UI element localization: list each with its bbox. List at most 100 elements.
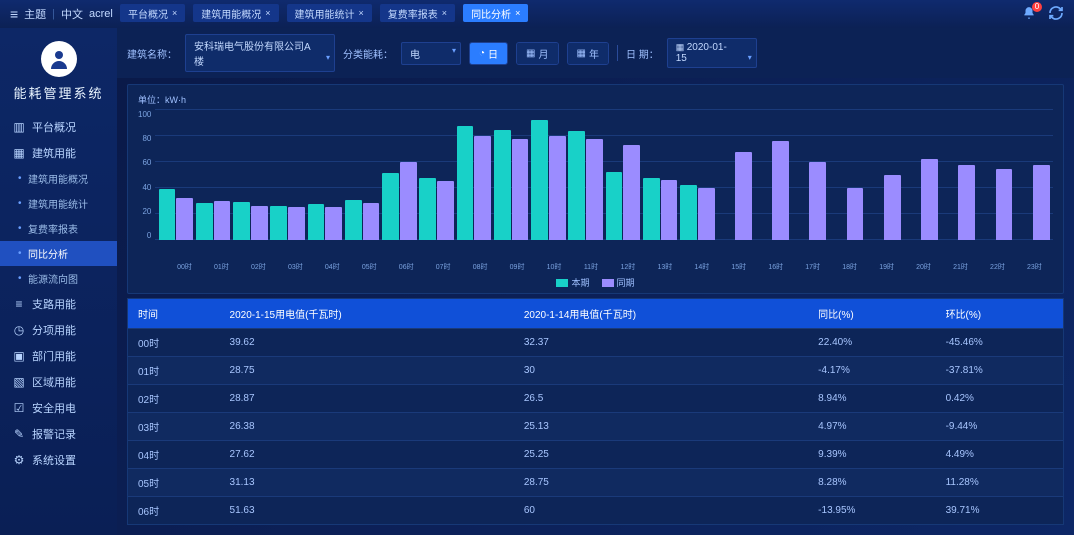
sidebar-item-5[interactable]: 同比分析 [0,241,117,266]
nav-icon: ≡ [12,297,26,311]
bar-group[interactable] [381,110,418,240]
th-col_compare[interactable]: 2020-1-14用电值(千瓦时) [514,299,808,329]
nav-icon: ⚙ [12,453,26,467]
bar-group[interactable] [344,110,381,240]
tab-close-icon[interactable]: × [265,8,270,18]
th-col_current[interactable]: 2020-1-15用电值(千瓦时) [220,299,514,329]
period-year-button[interactable]: ▦年 [568,43,608,64]
bar-group[interactable] [902,110,939,240]
th-time[interactable]: 时间 [128,299,220,329]
bar-group[interactable] [716,110,753,240]
sidebar-item-11[interactable]: ☑安全用电 [0,395,117,421]
tab-close-icon[interactable]: × [359,8,364,18]
sidebar-item-4[interactable]: 复费率报表 [0,216,117,241]
sidebar-item-7[interactable]: ≡支路用能 [0,291,117,317]
nav-icon: ▣ [12,349,26,363]
sidebar-item-9[interactable]: ▣部门用能 [0,343,117,369]
bar-group[interactable] [604,110,641,240]
period-month-button[interactable]: ▦月 [517,43,557,64]
bar-group[interactable] [641,110,678,240]
nav: ▥平台概况▦建筑用能建筑用能概况建筑用能统计复费率报表同比分析能源流向图≡支路用… [0,114,117,473]
sidebar-item-8[interactable]: ◷分项用能 [0,317,117,343]
date-picker[interactable]: ▦ 2020-01-15 [667,38,757,68]
bar-group[interactable] [865,110,902,240]
bar-group[interactable] [939,110,976,240]
tabs: 平台概况× 建筑用能概况× 建筑用能统计× 复费率报表× 同比分析× [120,4,532,22]
avatar-icon [41,41,77,77]
lang-label[interactable]: 中文 [61,6,83,22]
y-axis: 100806040200 [138,110,155,240]
sidebar-item-10[interactable]: ▧区域用能 [0,369,117,395]
bar-group[interactable] [1014,110,1051,240]
tab-0[interactable]: 平台概况× [120,4,185,22]
bar-group[interactable] [195,110,232,240]
bar-group[interactable] [828,110,865,240]
th-yoy[interactable]: 同比(%) [808,299,935,329]
sidebar-item-3[interactable]: 建筑用能统计 [0,191,117,216]
nav-icon: ▧ [12,375,26,389]
chart-panel: 单位：kW·h 100806040200 00时01时02时03时04时05时0… [127,84,1064,294]
data-table: 时间2020-1-15用电值(千瓦时)2020-1-14用电值(千瓦时)同比(%… [128,299,1063,525]
chart-unit-label: 单位：kW·h [138,93,1053,106]
table-row[interactable]: 03时26.3825.134.97%-9.44% [128,413,1063,441]
tab-1[interactable]: 建筑用能概况× [193,4,278,22]
theme-label[interactable]: 主题 [24,6,46,22]
tab-close-icon[interactable]: × [515,8,520,18]
period-day-button[interactable]: ◔日 [470,43,507,64]
sidebar-item-12[interactable]: ✎报警记录 [0,421,117,447]
nav-icon: ▦ [12,146,26,160]
topbar: ≡ 主题 | 中文 acrel ▼ 平台概况×建筑用能概况×建筑用能统计×复费率… [0,0,1074,28]
bar-group[interactable] [753,110,790,240]
date-label: 日 期： [626,46,659,61]
table-row[interactable]: 04时27.6225.259.39%4.49% [128,441,1063,469]
bar-group[interactable] [977,110,1014,240]
legend-swatch-current [556,279,568,287]
building-select[interactable]: 安科瑞电气股份有限公司A楼 [185,34,335,72]
table-panel: 时间2020-1-15用电值(千瓦时)2020-1-14用电值(千瓦时)同比(%… [127,298,1064,525]
period-group: ◔日 [469,42,508,65]
bar-group[interactable] [567,110,604,240]
tab-close-icon[interactable]: × [442,8,447,18]
sidebar-item-2[interactable]: 建筑用能概况 [0,166,117,191]
app-logo: 能耗管理系统 [0,33,117,114]
table-row[interactable]: 01时28.7530-4.17%-37.81% [128,357,1063,385]
bar-group[interactable] [232,110,269,240]
building-label: 建筑名称： [127,46,177,61]
sidebar: 能耗管理系统 ▥平台概况▦建筑用能建筑用能概况建筑用能统计复费率报表同比分析能源… [0,28,117,535]
nav-icon: ◷ [12,323,26,337]
table-row[interactable]: 05时31.1328.758.28%11.28% [128,469,1063,497]
bar-group[interactable] [455,110,492,240]
bar-group[interactable] [790,110,827,240]
th-mom[interactable]: 环比(%) [936,299,1063,329]
legend-swatch-compare [602,279,614,287]
tab-2[interactable]: 建筑用能统计× [287,4,372,22]
tab-close-icon[interactable]: × [172,8,177,18]
sidebar-item-0[interactable]: ▥平台概况 [0,114,117,140]
sidebar-item-1[interactable]: ▦建筑用能 [0,140,117,166]
nav-icon: ▥ [12,120,26,134]
menu-toggle-icon[interactable]: ≡ [10,6,18,22]
bar-group[interactable] [306,110,343,240]
table-row[interactable]: 06时51.6360-13.95%39.71% [128,497,1063,525]
nav-icon: ✎ [12,427,26,441]
category-select[interactable]: 电 [401,42,461,65]
bell-icon[interactable]: 0 [1022,6,1036,23]
bar-group[interactable] [157,110,194,240]
tab-4[interactable]: 同比分析× [463,4,528,22]
bar-group[interactable] [492,110,529,240]
category-label: 分类能耗： [343,46,393,61]
bar-group[interactable] [269,110,306,240]
user-name[interactable]: acrel [89,8,113,20]
refresh-icon[interactable] [1048,5,1064,24]
table-row[interactable]: 02时28.8726.58.94%0.42% [128,385,1063,413]
sidebar-item-6[interactable]: 能源流向图 [0,266,117,291]
bar-group[interactable] [530,110,567,240]
main-panel: 建筑名称： 安科瑞电气股份有限公司A楼 分类能耗： 电 ◔日 ▦月 ▦年 日 期… [117,28,1074,535]
bar-group[interactable] [418,110,455,240]
table-row[interactable]: 07时4845.635.19%-7.56% [128,525,1063,526]
sidebar-item-13[interactable]: ⚙系统设置 [0,447,117,473]
bar-group[interactable] [679,110,716,240]
tab-3[interactable]: 复费率报表× [380,4,455,22]
table-row[interactable]: 00时39.6232.3722.40%-45.46% [128,329,1063,357]
app-title: 能耗管理系统 [13,83,103,102]
